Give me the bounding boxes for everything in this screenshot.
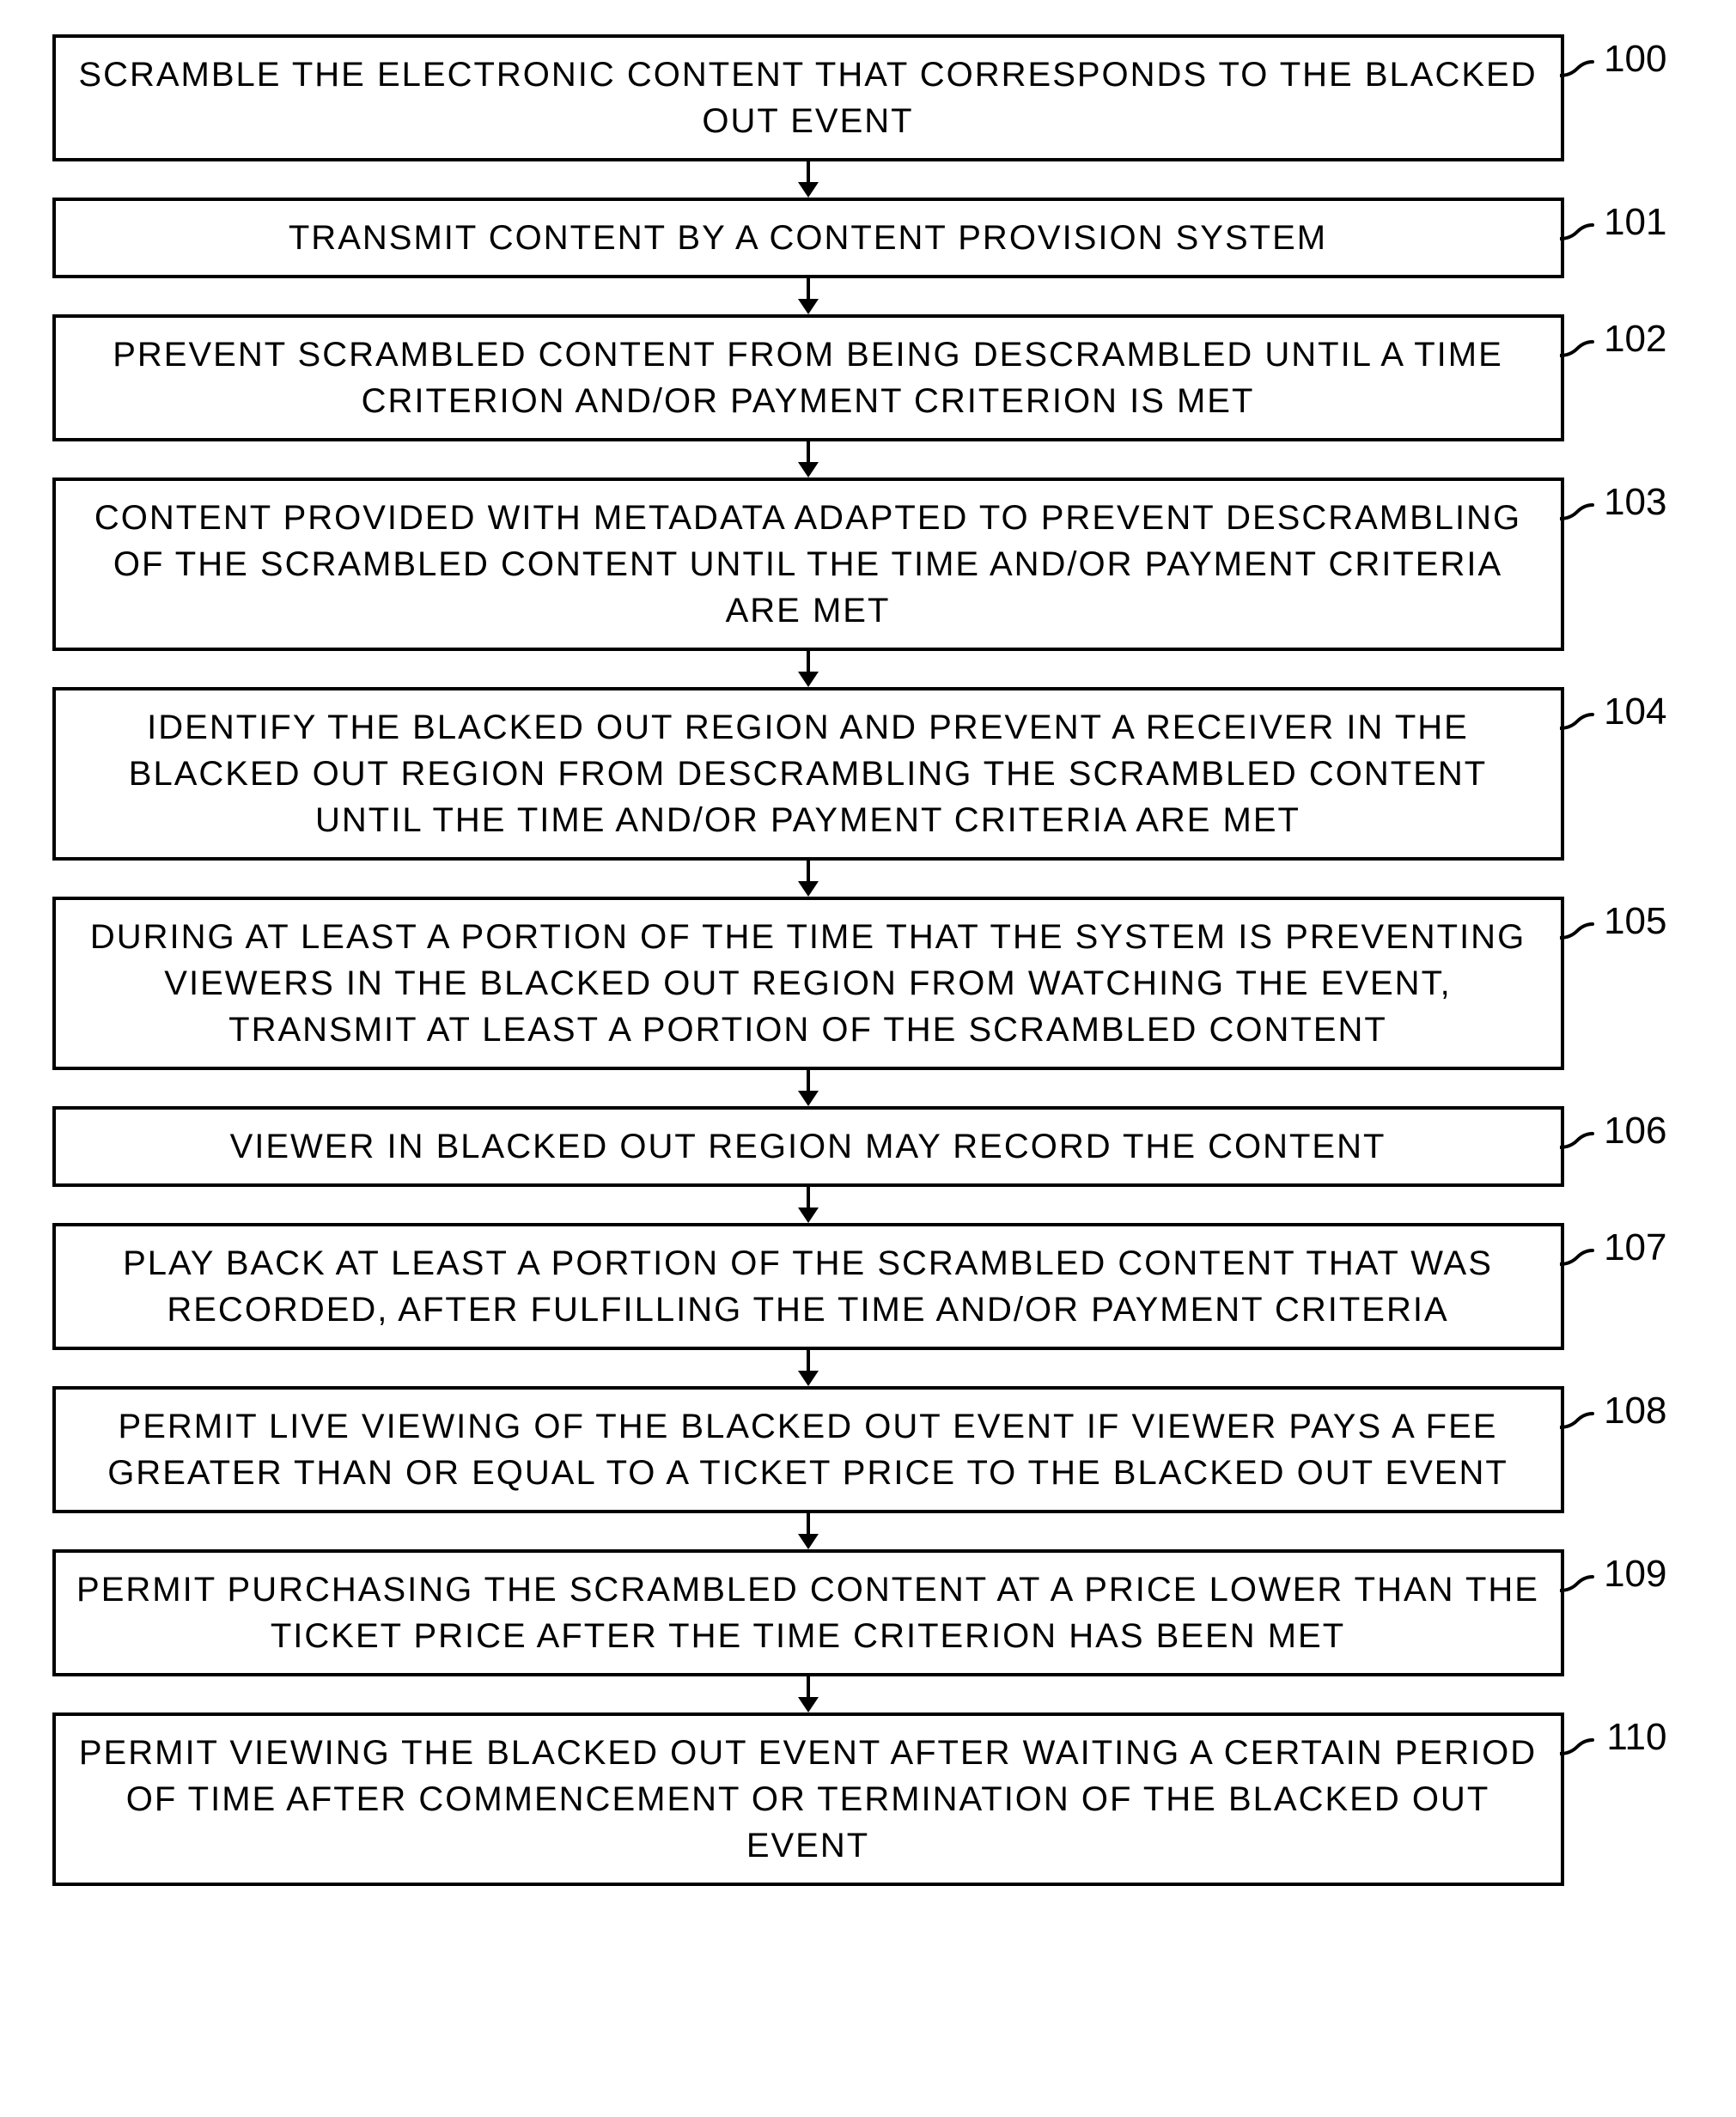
- arrow-down-icon: [805, 651, 812, 687]
- leader-line-icon: [1560, 338, 1594, 359]
- flowchart-step-label: 110: [1606, 1716, 1666, 1759]
- arrow-down-icon: [805, 1187, 812, 1223]
- arrow-down-icon: [805, 1070, 812, 1106]
- arrow-head: [798, 672, 819, 687]
- flowchart-step-box: DURING AT LEAST A PORTION OF THE TIME TH…: [52, 897, 1564, 1070]
- flowchart-step-box: SCRAMBLE THE ELECTRONIC CONTENT THAT COR…: [52, 34, 1564, 161]
- flowchart-step-text: CONTENT PROVIDED WITH METADATA ADAPTED T…: [73, 495, 1544, 634]
- flowchart-step: SCRAMBLE THE ELECTRONIC CONTENT THAT COR…: [52, 34, 1684, 161]
- flowchart-step-box: VIEWER IN BLACKED OUT REGION MAY RECORD …: [52, 1106, 1564, 1187]
- flowchart-step-text: DURING AT LEAST A PORTION OF THE TIME TH…: [73, 914, 1544, 1053]
- arrow-down-icon: [805, 1676, 812, 1712]
- arrow-down-icon: [805, 861, 812, 897]
- arrow-down-icon: [805, 1350, 812, 1386]
- arrow-down-icon: [805, 161, 812, 198]
- flowchart-step: CONTENT PROVIDED WITH METADATA ADAPTED T…: [52, 478, 1684, 651]
- leader-line-icon: [1560, 1410, 1594, 1431]
- flowchart-step-text: PERMIT PURCHASING THE SCRAMBLED CONTENT …: [73, 1566, 1544, 1659]
- flowchart-step-text: TRANSMIT CONTENT BY A CONTENT PROVISION …: [289, 215, 1327, 261]
- arrow-head: [798, 462, 819, 478]
- arrow-head: [798, 1534, 819, 1549]
- flowchart-step-label: 106: [1604, 1110, 1666, 1153]
- flowchart-step-label: 105: [1604, 900, 1666, 943]
- flowchart-step-text: VIEWER IN BLACKED OUT REGION MAY RECORD …: [230, 1123, 1386, 1170]
- flowchart-step-text: PERMIT VIEWING THE BLACKED OUT EVENT AFT…: [73, 1730, 1544, 1869]
- flowchart-step-label: 103: [1604, 481, 1666, 524]
- arrow-head: [798, 182, 819, 198]
- arrow-down-icon: [805, 1513, 812, 1549]
- flowchart-container: SCRAMBLE THE ELECTRONIC CONTENT THAT COR…: [52, 34, 1684, 1886]
- arrow-head: [798, 1091, 819, 1106]
- flowchart-step: PERMIT VIEWING THE BLACKED OUT EVENT AFT…: [52, 1712, 1684, 1886]
- flowchart-step-label: 108: [1604, 1390, 1666, 1433]
- flowchart-step-text: IDENTIFY THE BLACKED OUT REGION AND PREV…: [73, 704, 1544, 843]
- flowchart-step-label: 104: [1604, 690, 1666, 733]
- flowchart-step-box: PERMIT PURCHASING THE SCRAMBLED CONTENT …: [52, 1549, 1564, 1676]
- leader-line-icon: [1560, 1573, 1594, 1594]
- flowchart-step: PREVENT SCRAMBLED CONTENT FROM BEING DES…: [52, 314, 1684, 441]
- flowchart-step-box: PLAY BACK AT LEAST A PORTION OF THE SCRA…: [52, 1223, 1564, 1350]
- flowchart-step-text: PERMIT LIVE VIEWING OF THE BLACKED OUT E…: [73, 1403, 1544, 1496]
- flowchart-step: PLAY BACK AT LEAST A PORTION OF THE SCRA…: [52, 1223, 1684, 1350]
- flowchart-step-box: PREVENT SCRAMBLED CONTENT FROM BEING DES…: [52, 314, 1564, 441]
- flowchart-step-box: CONTENT PROVIDED WITH METADATA ADAPTED T…: [52, 478, 1564, 651]
- arrow-down-icon: [805, 278, 812, 314]
- arrow-head: [798, 1371, 819, 1386]
- leader-line-icon: [1560, 1247, 1594, 1268]
- flowchart-step-box: PERMIT VIEWING THE BLACKED OUT EVENT AFT…: [52, 1712, 1564, 1886]
- arrow-down-icon: [805, 441, 812, 478]
- flowchart-step-box: PERMIT LIVE VIEWING OF THE BLACKED OUT E…: [52, 1386, 1564, 1513]
- leader-line-icon: [1560, 1130, 1594, 1151]
- flowchart-step-box: TRANSMIT CONTENT BY A CONTENT PROVISION …: [52, 198, 1564, 278]
- leader-line-icon: [1560, 921, 1594, 941]
- flowchart-step: IDENTIFY THE BLACKED OUT REGION AND PREV…: [52, 687, 1684, 861]
- flowchart-step: PERMIT PURCHASING THE SCRAMBLED CONTENT …: [52, 1549, 1684, 1676]
- flowchart-step-text: SCRAMBLE THE ELECTRONIC CONTENT THAT COR…: [73, 52, 1544, 144]
- flowchart-step-label: 100: [1604, 38, 1666, 81]
- leader-line-icon: [1560, 711, 1594, 732]
- leader-line-icon: [1560, 222, 1594, 242]
- flowchart-step-label: 101: [1604, 201, 1666, 244]
- flowchart-step: PERMIT LIVE VIEWING OF THE BLACKED OUT E…: [52, 1386, 1684, 1513]
- flowchart-step: VIEWER IN BLACKED OUT REGION MAY RECORD …: [52, 1106, 1684, 1187]
- flowchart-step: TRANSMIT CONTENT BY A CONTENT PROVISION …: [52, 198, 1684, 278]
- flowchart-step-label: 109: [1604, 1553, 1666, 1596]
- flowchart-step-box: IDENTIFY THE BLACKED OUT REGION AND PREV…: [52, 687, 1564, 861]
- arrow-head: [798, 1208, 819, 1223]
- flowchart-step-text: PLAY BACK AT LEAST A PORTION OF THE SCRA…: [73, 1240, 1544, 1333]
- arrow-head: [798, 1697, 819, 1712]
- flowchart-step: DURING AT LEAST A PORTION OF THE TIME TH…: [52, 897, 1684, 1070]
- flowchart-step-label: 102: [1604, 318, 1666, 361]
- leader-line-icon: [1560, 1737, 1594, 1757]
- flowchart-step-label: 107: [1604, 1226, 1666, 1269]
- leader-line-icon: [1560, 58, 1594, 79]
- arrow-head: [798, 881, 819, 897]
- arrow-head: [798, 299, 819, 314]
- flowchart-step-text: PREVENT SCRAMBLED CONTENT FROM BEING DES…: [73, 332, 1544, 424]
- leader-line-icon: [1560, 502, 1594, 522]
